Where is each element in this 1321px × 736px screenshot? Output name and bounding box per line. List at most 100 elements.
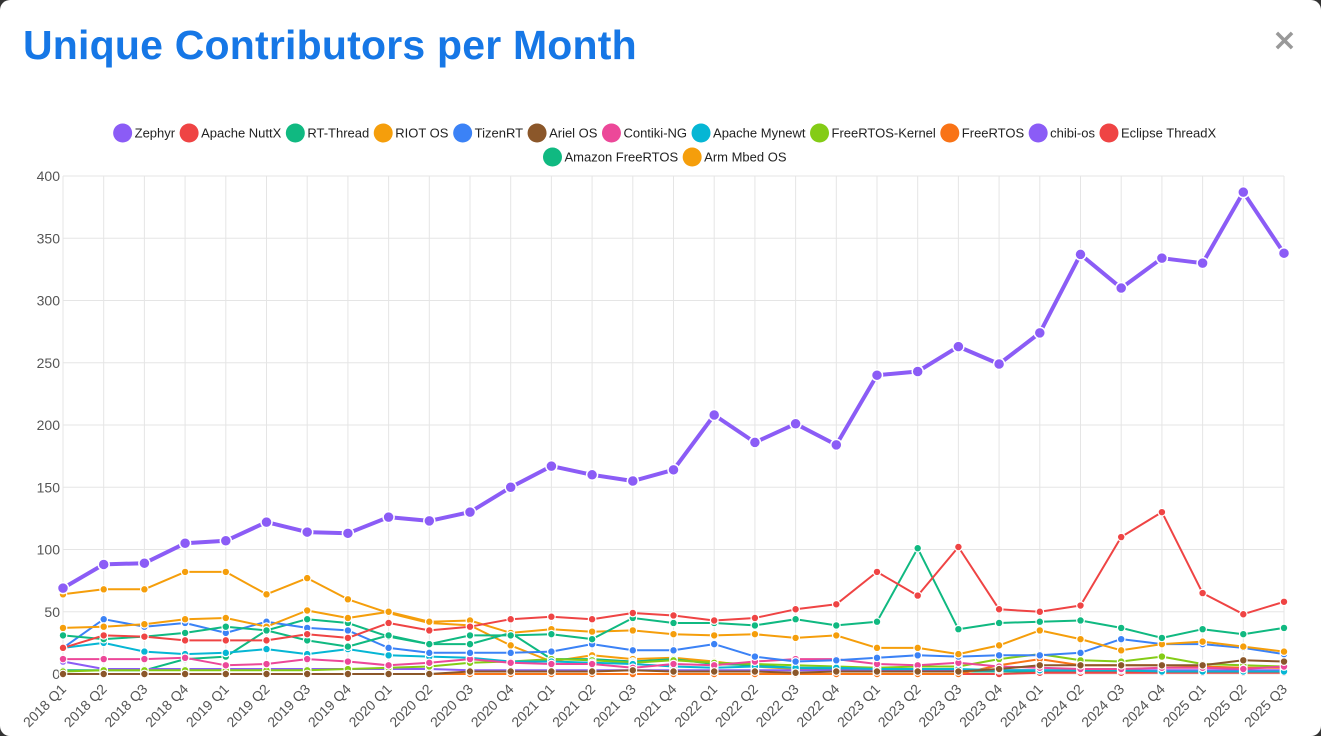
data-point[interactable] — [260, 515, 273, 529]
data-point[interactable] — [994, 618, 1004, 628]
data-point[interactable] — [954, 624, 963, 634]
data-point[interactable] — [709, 631, 719, 640]
data-point[interactable] — [750, 613, 760, 623]
data-point[interactable] — [587, 627, 597, 637]
data-point[interactable] — [506, 640, 516, 650]
data-point[interactable] — [872, 567, 882, 577]
data-point[interactable] — [831, 667, 841, 676]
data-point[interactable] — [302, 606, 312, 615]
legend-item-zephyr[interactable]: Zephyr — [113, 123, 176, 143]
data-point[interactable] — [382, 510, 395, 524]
data-point[interactable] — [1076, 634, 1085, 644]
data-point[interactable] — [221, 622, 231, 632]
data-point[interactable] — [424, 639, 434, 649]
data-point[interactable] — [424, 658, 434, 668]
data-point[interactable] — [872, 617, 882, 627]
data-point[interactable] — [262, 644, 271, 654]
data-point[interactable] — [1116, 645, 1126, 655]
data-point[interactable] — [750, 652, 760, 661]
data-point[interactable] — [791, 604, 800, 614]
data-point[interactable] — [180, 653, 190, 663]
data-point[interactable] — [870, 368, 884, 382]
data-point[interactable] — [547, 629, 556, 639]
data-point[interactable] — [954, 542, 963, 552]
data-point[interactable] — [1198, 660, 1207, 670]
legend-item-arm-mbed-os[interactable]: Arm Mbed OS — [682, 147, 787, 167]
data-point[interactable] — [1279, 647, 1289, 656]
data-point[interactable] — [302, 654, 312, 664]
data-point[interactable] — [423, 514, 436, 528]
close-icon[interactable]: × — [1271, 23, 1297, 58]
legend-item-eclipse-threadx[interactable]: Eclipse ThreadX — [1099, 123, 1216, 143]
data-point[interactable] — [302, 669, 312, 679]
data-point[interactable] — [465, 631, 475, 640]
data-point[interactable] — [791, 633, 800, 643]
data-point[interactable] — [547, 659, 556, 669]
data-point[interactable] — [913, 591, 923, 600]
data-point[interactable] — [992, 357, 1006, 371]
data-point[interactable] — [221, 613, 231, 623]
data-point[interactable] — [748, 436, 762, 449]
data-point[interactable] — [709, 616, 719, 625]
legend-item-apache-mynewt[interactable]: Apache Mynewt — [691, 123, 806, 143]
data-point[interactable] — [750, 621, 760, 630]
data-point[interactable] — [913, 643, 923, 653]
data-point[interactable] — [343, 642, 353, 652]
data-point[interactable] — [954, 649, 963, 659]
data-point[interactable] — [343, 613, 353, 623]
data-point[interactable] — [709, 667, 719, 676]
data-point[interactable] — [954, 667, 963, 676]
data-point[interactable] — [669, 645, 678, 655]
data-point[interactable] — [384, 650, 394, 660]
data-point[interactable] — [791, 614, 800, 624]
data-point[interactable] — [139, 619, 149, 629]
data-point[interactable] — [99, 669, 109, 679]
data-point[interactable] — [707, 408, 721, 422]
data-point[interactable] — [139, 654, 149, 664]
data-point[interactable] — [384, 607, 394, 617]
data-point[interactable] — [628, 608, 638, 618]
data-point[interactable] — [99, 622, 109, 632]
data-point[interactable] — [465, 667, 475, 676]
data-point[interactable] — [1076, 601, 1085, 610]
legend-item-riot-os[interactable]: RIOT OS — [373, 123, 449, 143]
legend-item-contiki-ng[interactable]: Contiki-NG — [601, 123, 687, 143]
data-point[interactable] — [1277, 246, 1291, 260]
data-point[interactable] — [139, 669, 149, 679]
data-point[interactable] — [1237, 185, 1250, 199]
data-point[interactable] — [262, 589, 271, 599]
data-point[interactable] — [1238, 629, 1248, 639]
data-point[interactable] — [139, 584, 149, 594]
data-point[interactable] — [424, 648, 434, 658]
data-point[interactable] — [1238, 655, 1248, 665]
data-point[interactable] — [300, 525, 314, 539]
data-point[interactable] — [221, 660, 231, 670]
data-point[interactable] — [1155, 251, 1169, 265]
legend-item-freertos-kernel[interactable]: FreeRTOS-Kernel — [810, 123, 936, 143]
data-point[interactable] — [1074, 248, 1087, 261]
data-point[interactable] — [669, 611, 678, 620]
data-point[interactable] — [1114, 281, 1128, 295]
data-point[interactable] — [180, 614, 190, 624]
data-point[interactable] — [343, 669, 353, 679]
data-point[interactable] — [465, 639, 475, 649]
data-point[interactable] — [465, 622, 475, 632]
data-point[interactable] — [506, 648, 516, 658]
data-point[interactable] — [343, 594, 353, 604]
data-point[interactable] — [750, 629, 760, 639]
data-point[interactable] — [219, 534, 233, 548]
data-point[interactable] — [669, 667, 678, 676]
data-point[interactable] — [99, 584, 109, 594]
data-point[interactable] — [1198, 624, 1207, 634]
data-point[interactable] — [262, 669, 271, 679]
data-point[interactable] — [58, 623, 68, 633]
data-point[interactable] — [1116, 623, 1126, 633]
data-point[interactable] — [1116, 634, 1126, 644]
data-point[interactable] — [262, 635, 271, 645]
data-point[interactable] — [830, 438, 843, 452]
data-point[interactable] — [180, 567, 190, 577]
data-point[interactable] — [1157, 652, 1167, 661]
data-point[interactable] — [872, 643, 882, 653]
data-point[interactable] — [506, 667, 516, 676]
data-point[interactable] — [952, 340, 965, 353]
